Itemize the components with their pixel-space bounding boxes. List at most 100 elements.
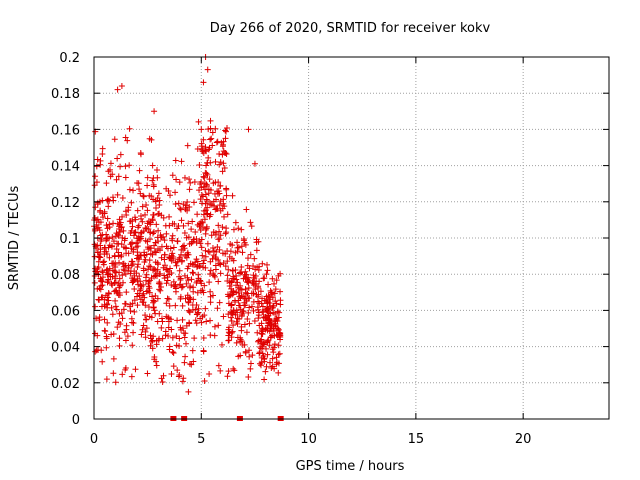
data-point [254,329,261,336]
data-point [191,179,198,186]
data-point [204,204,211,211]
data-point [136,186,143,193]
x-tick-label: 20 [515,432,532,447]
data-point [215,256,222,263]
data-point [240,293,247,300]
data-point [261,275,268,282]
data-point [204,66,211,73]
plot-border [93,56,610,420]
data-point [135,254,142,261]
data-point [129,342,136,349]
data-point [248,223,255,230]
data-point [200,173,207,180]
data-point [127,218,134,225]
data-point [100,214,107,221]
data-point [113,306,120,313]
data-point [111,252,118,259]
data-point [185,263,192,270]
data-point [130,187,137,194]
data-point [272,286,279,293]
data-point [240,275,247,282]
data-point [189,218,196,225]
data-point [218,341,225,348]
data-point [245,374,252,381]
data-point [245,126,252,133]
data-point [215,278,222,285]
data-point [202,305,209,312]
data-point [266,316,273,323]
data-point [192,259,199,266]
data-point [134,302,141,309]
data-point [125,250,132,257]
data-point [193,301,200,308]
data-point [170,244,177,251]
data-point [226,292,233,299]
data-point [172,201,179,208]
data-point [93,163,100,170]
data-point [160,264,167,271]
data-point [238,226,245,233]
data-point [164,274,171,281]
data-point [225,266,232,273]
data-point [138,283,145,290]
x-tick-labels: 0 5 10 15 20 [90,432,532,447]
data-point [151,354,158,361]
data-point [196,161,203,168]
data-point [222,135,229,142]
data-point [197,278,204,285]
data-point [187,179,194,186]
data-point [191,335,198,342]
data-point [270,349,277,356]
data-point [105,278,112,285]
data-point [195,118,202,125]
data-point [166,222,173,229]
data-point [149,293,156,300]
data-point [211,323,218,330]
data-point [101,303,108,310]
data-point [233,272,240,279]
data-point [93,179,100,186]
data-point [223,128,230,135]
data-point [119,194,126,201]
data-point [114,155,121,162]
data-point [153,341,160,348]
data-point [122,262,129,269]
data-point [117,151,124,158]
data-point [220,196,227,203]
data-point [112,379,119,386]
data-point [228,278,235,285]
data-point [116,275,123,282]
data-point [104,279,111,286]
data-point [200,183,207,190]
data-point [126,125,133,132]
data-point [230,275,237,282]
data-point [232,219,239,226]
data-point [134,207,141,214]
data-point [259,295,266,302]
data-point [264,267,271,274]
data-point [271,365,278,372]
data-point [259,303,266,310]
data-point [165,296,172,303]
data-point [141,249,148,256]
data-point [197,287,204,294]
data-point [182,295,189,302]
data-point [234,239,241,246]
grid-lines [94,57,609,419]
data-point [210,180,217,187]
y-tick-labels: 0 0.02 0.04 0.06 0.08 0.1 0.12 0.14 0.16 0.18 0.2 [51,51,80,428]
data-point [217,182,224,189]
data-point [263,345,270,352]
data-point [140,322,147,329]
data-point [257,288,264,295]
data-point [97,275,104,282]
data-point [114,240,121,247]
data-point [132,229,139,236]
data-point [172,189,179,196]
data-point [104,266,111,273]
data-point [239,342,246,349]
data-point [230,257,237,264]
data-point [238,264,245,271]
data-point [119,234,126,241]
data-points [91,54,284,395]
